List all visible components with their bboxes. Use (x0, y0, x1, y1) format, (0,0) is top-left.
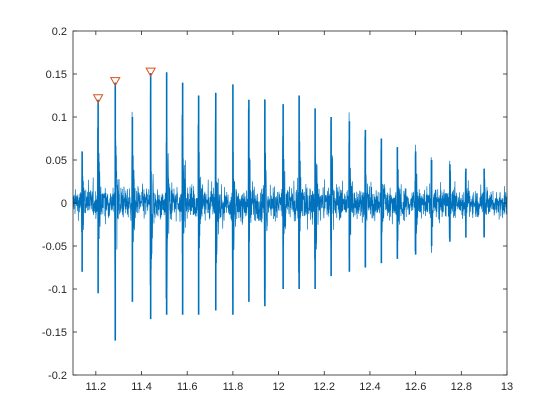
peak-markers (92, 67, 157, 104)
y-tick-label: -0.05 (42, 241, 67, 253)
y-tick-label: -0.2 (48, 370, 67, 382)
y-tick-label: 0.15 (46, 69, 67, 81)
x-tick-label: 11.8 (223, 381, 244, 393)
signal-series (72, 72, 508, 341)
y-tick-label: 0 (61, 198, 67, 210)
y-tick-label: -0.1 (48, 284, 67, 296)
x-tick-label: 12.4 (359, 381, 380, 393)
peak-marker-2 (109, 77, 121, 87)
x-tick-label: 11.4 (131, 381, 152, 393)
x-tick-label: 13 (501, 381, 513, 393)
x-axis: 11.2 11.4 11.6 11.8 12 12.2 12.4 12.6 12.8 13 (86, 31, 513, 393)
x-tick-label: 12.6 (405, 381, 426, 393)
signal-line (72, 89, 508, 311)
x-tick-label: 12 (272, 381, 284, 393)
y-tick-label: 0.05 (46, 155, 67, 167)
y-tick-label: -0.15 (42, 327, 67, 339)
x-tick-label: 11.2 (86, 381, 107, 393)
x-tick-label: 11.6 (177, 381, 198, 393)
x-tick-label: 12.8 (451, 381, 472, 393)
x-tick-label: 12.2 (314, 381, 335, 393)
peak-marker-3 (145, 67, 157, 78)
y-axis: -0.2 -0.15 -0.1 -0.05 0 0.05 0.1 0.15 0.2 (42, 26, 507, 382)
peak-marker-1 (92, 94, 104, 104)
y-tick-label: 0.1 (52, 112, 67, 124)
y-tick-label: 0.2 (52, 26, 67, 38)
